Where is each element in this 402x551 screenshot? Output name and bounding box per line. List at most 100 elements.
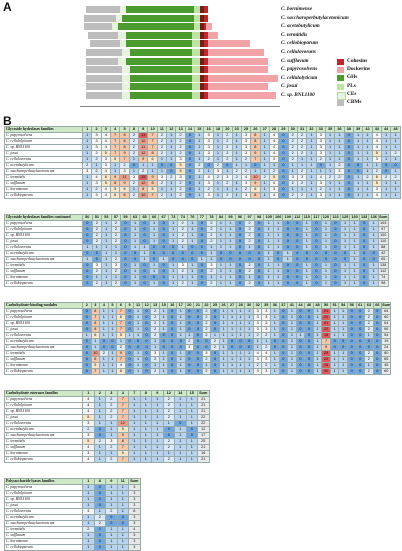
table-cell: 1 bbox=[129, 280, 141, 287]
bar-segment bbox=[200, 6, 204, 13]
bar-segment bbox=[200, 49, 204, 56]
table-cell: 1 bbox=[329, 368, 340, 375]
panel-b-label: B bbox=[3, 114, 12, 128]
bar-segment bbox=[200, 23, 204, 31]
table-cell: 2 bbox=[175, 192, 186, 199]
family-table: Polysaccharide lyases families 1 8 9 11 Sum C.… bbox=[4, 478, 141, 551]
bar-segment bbox=[86, 6, 120, 13]
legend-swatch bbox=[337, 67, 344, 74]
bar-segment bbox=[204, 66, 208, 74]
table-cell: 98 bbox=[377, 280, 389, 287]
table-cell: 7 bbox=[90, 368, 101, 375]
table-cell: 60 bbox=[381, 368, 392, 375]
legend-swatch bbox=[337, 83, 344, 90]
species-label: C. bornimense bbox=[281, 6, 313, 12]
table-cell: 0 bbox=[253, 280, 265, 287]
legend-swatch bbox=[337, 75, 344, 82]
table-cell: 1 bbox=[174, 456, 187, 463]
table-row: C. sufflavum 0 2 1 2 0 1 0 1 0 1 2 1 0 2 1 1 0 2 0 1 1 0 0 1 0 1 0 1… bbox=[4, 268, 389, 275]
table-cell: 1 bbox=[368, 280, 379, 287]
bar-segment bbox=[130, 92, 192, 99]
bar-segment bbox=[204, 40, 208, 48]
bar-segment bbox=[192, 40, 200, 48]
table-row: C. acetobutylicum 0 0 1 1 0 0 1 0 0 0 0 0 0 1 0 0 0 0 0 1 0 1 0… bbox=[4, 250, 389, 257]
table-cell: 0 bbox=[292, 280, 303, 287]
table-cell: 1 bbox=[244, 368, 254, 375]
bar-segment bbox=[86, 83, 122, 91]
bar-segment bbox=[206, 23, 212, 31]
table-cell: 6 bbox=[110, 192, 121, 199]
bar-segment bbox=[122, 92, 130, 99]
bar-segment bbox=[120, 40, 126, 48]
table-cell: 1 bbox=[380, 192, 392, 199]
table-cell: 2 bbox=[110, 280, 122, 287]
table-cell: 2 bbox=[128, 192, 140, 199]
panel-a-label: A bbox=[3, 0, 12, 14]
table-row: C. cellulolyticum 0 2 1 2 0 1 0 1 0 1 2 1 0 2 1 1 0 2 0 1 1 0 0… bbox=[4, 226, 389, 233]
bar-segment bbox=[118, 57, 126, 65]
row-species-label: C. cellobioparum bbox=[4, 280, 83, 287]
table-cell: 3 bbox=[203, 192, 214, 199]
table-cell: 21 bbox=[197, 456, 210, 463]
family-table: Carbohydrate esterases families 1 2 3 4 7 8 9 12… bbox=[4, 390, 210, 463]
table-cell: 1 bbox=[225, 280, 236, 287]
table-cell: 0 bbox=[196, 280, 208, 287]
table-cell: 2 bbox=[364, 368, 374, 375]
table-cell: 1 bbox=[227, 368, 237, 375]
panel-b: B Glycoside hydrolases families 1 2 3 4 5 8 9 10… bbox=[0, 114, 402, 551]
bar-segment bbox=[204, 83, 208, 91]
bar-segment bbox=[126, 40, 192, 48]
bar-segment bbox=[88, 31, 118, 39]
table-row: C. sp. BNL1100 0 8 1 1 7 0 1 0 2 1 0 1 0 0 2 0 1 1 1 1 3 3 1 0 1 0… bbox=[4, 320, 392, 327]
table-cell: 1 bbox=[151, 456, 164, 463]
table-cell: 0 bbox=[184, 192, 196, 199]
table-cell: 0 bbox=[124, 368, 135, 375]
bar-segment bbox=[204, 92, 208, 99]
bar-segment bbox=[126, 31, 192, 39]
bar-segment bbox=[200, 14, 204, 22]
bar-segment bbox=[122, 66, 130, 74]
table-row: C. saccharoperbutylacetonicum 3 0 1 9 1 1 1 0 1 0 1… bbox=[4, 432, 210, 439]
family-table: Carbohydrate-binding modules 2 3 4 5 6 9 11 12 13… bbox=[4, 302, 392, 375]
bar-row bbox=[80, 83, 280, 91]
table-cell: 1 bbox=[334, 192, 345, 199]
bar-segment bbox=[86, 57, 118, 65]
family-table: Glycoside hydrolases families continued 5… bbox=[4, 214, 389, 287]
table-cell: 1 bbox=[107, 368, 118, 375]
bar-row bbox=[80, 31, 280, 39]
table-row: C. josui 0 2 1 2 0 1 0 1 0 1 2 1 0 2 1 1 0 2 0 1 1 0 0 1 0 1 0 1 1 0 1 1… bbox=[4, 238, 389, 245]
table-cell: 1 bbox=[270, 368, 280, 375]
bar-segment bbox=[208, 92, 276, 99]
table-cell: 0 bbox=[355, 368, 366, 375]
bar-segment bbox=[116, 14, 122, 22]
table-cell: 0 bbox=[330, 280, 341, 287]
table-cell: 0 bbox=[167, 368, 177, 375]
table-cell: 4 bbox=[371, 192, 383, 199]
species-label: C. cellulolyticum bbox=[281, 74, 318, 81]
bar-segment bbox=[194, 14, 200, 22]
table-row: C. papyrosolvens 0 8 1 1 7 0 1 0 2 1 0 1 0 0 2 0 1 1 1 1 3 3 1 0… bbox=[4, 308, 392, 315]
legend-swatch bbox=[337, 59, 344, 65]
table-cell: 2 bbox=[162, 456, 175, 463]
table-cell: 10 bbox=[138, 192, 149, 199]
table-cell: 1 bbox=[185, 456, 198, 463]
bar-segment bbox=[208, 74, 278, 82]
table-cell: 0 bbox=[193, 368, 203, 375]
species-label: C. papyrosolvens bbox=[281, 66, 318, 73]
table-cell: 8 bbox=[250, 192, 261, 199]
table-cell: 1 bbox=[218, 368, 229, 375]
table-cell: 1 bbox=[101, 280, 112, 287]
bar-segment bbox=[90, 40, 120, 48]
bar-segment bbox=[86, 74, 122, 82]
bar-segment bbox=[192, 31, 200, 39]
bar-row bbox=[80, 40, 280, 48]
table-cell: 1 bbox=[263, 280, 274, 287]
bar-segment bbox=[194, 23, 200, 31]
bar-segment bbox=[130, 66, 192, 74]
legend-label: CEs bbox=[347, 90, 357, 97]
table-cell: 2 bbox=[244, 280, 255, 287]
table-cell: 0 bbox=[343, 192, 354, 199]
bar-segment bbox=[86, 92, 122, 99]
table-cell: 1 bbox=[128, 456, 141, 463]
legend-label: GHs bbox=[347, 74, 358, 81]
